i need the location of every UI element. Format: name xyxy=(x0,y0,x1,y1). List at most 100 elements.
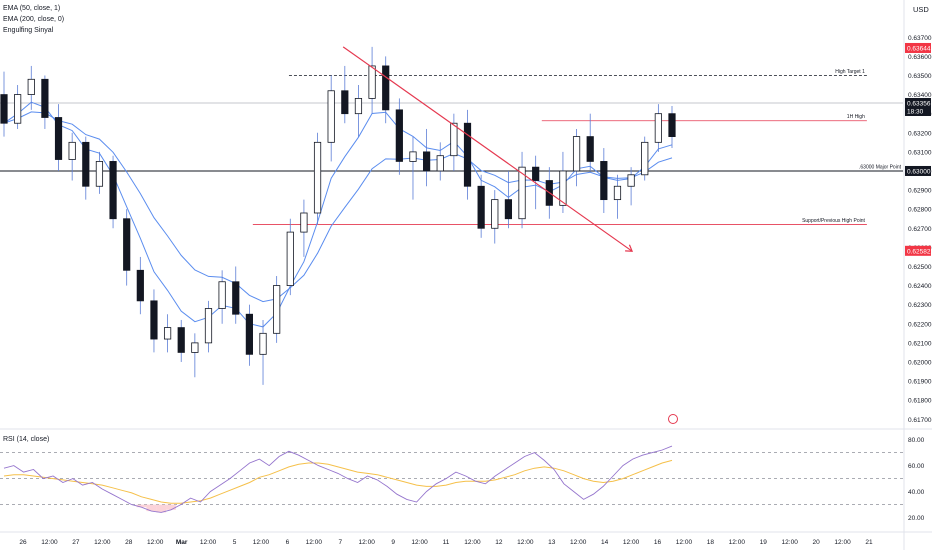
levels: High Target 1 1H High .63000 Major Point Su… xyxy=(0,69,903,225)
price-badge-label: 0.63356 xyxy=(907,100,931,107)
candle-body xyxy=(504,199,513,220)
price-tick-label: 0.62500 xyxy=(908,264,932,271)
candle-body xyxy=(41,78,49,118)
candle-body xyxy=(354,97,363,115)
price-badge xyxy=(905,245,931,256)
price-tick-label: 0.62100 xyxy=(908,340,932,347)
ema-lines xyxy=(3,101,673,328)
candle-body xyxy=(177,327,185,353)
indicator-legend: EMA (50, close, 1) EMA (200, close, 0) E… xyxy=(3,3,64,36)
candle-body xyxy=(136,269,144,302)
price-badge xyxy=(905,165,931,176)
time-axis[interactable]: 26 12:00 27 12:00 28 12:00 Mar 12:00 5 12:00 6 12:0… xyxy=(19,539,873,546)
price-badge-label: 0.63000 xyxy=(907,168,931,175)
candle-body xyxy=(368,65,376,99)
time-tick-label: 18 xyxy=(707,539,715,546)
time-tick-label: 26 xyxy=(19,539,27,546)
candle-body xyxy=(518,166,526,220)
time-tick-label: 12:00 xyxy=(147,539,164,546)
ema50-legend[interactable]: EMA (50, close, 1) xyxy=(3,5,61,12)
time-tick-label: 14 xyxy=(601,539,609,546)
rsi-legend[interactable]: RSI (14, close) xyxy=(3,436,50,443)
price-tick-label: 0.62800 xyxy=(908,207,932,214)
rsi-pane xyxy=(0,445,903,513)
rsi-tick-label: 80.00 xyxy=(908,437,925,444)
time-tick-label: 12:00 xyxy=(411,539,428,546)
candle-body xyxy=(409,151,417,162)
candle-body xyxy=(559,170,567,206)
candle-body xyxy=(586,136,594,162)
candle-body xyxy=(54,117,63,160)
time-tick-label: 27 xyxy=(72,539,80,546)
price-tick-label: 0.62900 xyxy=(908,188,932,195)
time-tick-label: 12:00 xyxy=(782,539,799,546)
time-tick-label: 9 xyxy=(391,539,395,546)
price-tick-label: 0.62300 xyxy=(908,302,932,309)
trendline-arrowhead xyxy=(625,244,634,252)
candle-body xyxy=(150,300,158,340)
candle-body xyxy=(477,185,485,229)
candle-body xyxy=(163,327,172,340)
time-tick-label: 6 xyxy=(286,539,290,546)
candle-body xyxy=(613,185,622,201)
candle-body xyxy=(450,122,458,157)
candle-body xyxy=(395,109,403,162)
price-tick-label: 0.61800 xyxy=(908,398,932,405)
rsi-tick-label: 60.00 xyxy=(908,463,925,470)
trendline xyxy=(342,46,633,252)
candle-body xyxy=(572,136,581,172)
candle-body xyxy=(245,313,253,355)
candle-body xyxy=(95,161,104,187)
engulfing-legend[interactable]: Engulfing Sinyal xyxy=(3,27,54,34)
candle-body xyxy=(82,141,90,187)
rsi-grid xyxy=(0,452,903,505)
rsi-oversold-fill xyxy=(156,504,167,513)
candle-body xyxy=(532,166,540,181)
time-tick-label: 28 xyxy=(125,539,133,546)
candle-body xyxy=(27,78,35,95)
price-badge xyxy=(905,42,931,53)
price-tick-label: 0.61900 xyxy=(908,379,932,386)
time-tick-label: 16 xyxy=(654,539,662,546)
candle-body xyxy=(313,141,322,214)
time-tick-label: 11 xyxy=(443,539,450,546)
rsi-axis[interactable]: 80.00 60.00 40.00 20.00 xyxy=(908,437,925,522)
candle-body xyxy=(491,199,499,229)
price-tick-label: 0.63400 xyxy=(908,92,932,99)
ema50-line xyxy=(3,101,673,328)
time-tick-label: 12:00 xyxy=(253,539,270,546)
candle-body xyxy=(0,94,8,124)
price-tick-label: 0.61700 xyxy=(908,417,932,424)
price-tick-label: 0.63700 xyxy=(908,35,932,42)
price-tick-label: 0.63100 xyxy=(908,149,932,156)
price-badge-label: 0.63644 xyxy=(907,45,931,52)
rsi-oversold-fill xyxy=(136,504,147,508)
price-axis[interactable]: 0.637000.636000.635000.634000.633000.632… xyxy=(908,35,932,424)
time-tick-label: 20 xyxy=(813,539,821,546)
price-badge-countdown: 18:30 xyxy=(907,108,924,115)
candle-body xyxy=(232,281,240,315)
candle-body xyxy=(123,218,131,271)
candle-body xyxy=(600,161,608,201)
time-tick-label: 12:00 xyxy=(359,539,376,546)
candles xyxy=(0,46,676,385)
level-label: .63000 Major Point xyxy=(859,164,902,170)
engulfing-marker xyxy=(668,414,678,424)
price-badge xyxy=(905,97,931,116)
time-tick-label: 12:00 xyxy=(200,539,217,546)
ema200-legend[interactable]: EMA (200, close, 0) xyxy=(3,16,65,23)
price-tick-label: 0.62400 xyxy=(908,283,932,290)
time-tick-label: 12:00 xyxy=(94,539,111,546)
rsi-tick-label: 40.00 xyxy=(908,489,925,496)
currency-label: USD xyxy=(913,5,929,14)
level-label: High Target 1 xyxy=(835,69,865,75)
candle-body xyxy=(300,212,308,233)
candle-body xyxy=(463,122,472,187)
candle-body xyxy=(259,332,267,355)
rsi-oversold-fill xyxy=(166,504,176,510)
level-label: 1H High xyxy=(847,114,865,120)
time-tick-label: 12:00 xyxy=(464,539,481,546)
time-tick-label: 12:00 xyxy=(517,539,534,546)
time-tick-label: 12:00 xyxy=(306,539,323,546)
trendline-group xyxy=(342,46,634,252)
